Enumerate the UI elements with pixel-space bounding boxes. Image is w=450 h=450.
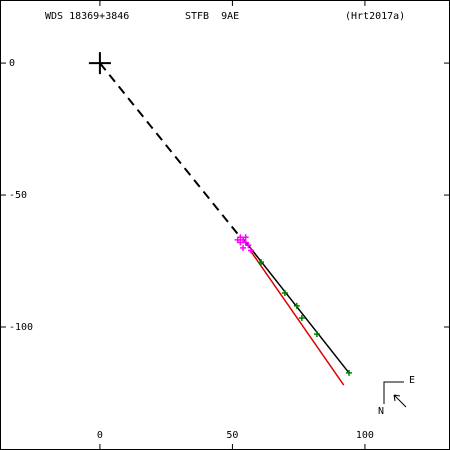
observation-point xyxy=(281,289,288,296)
observation-point xyxy=(298,315,305,322)
compass-north: N xyxy=(378,406,384,417)
y-tick-label: -100 xyxy=(9,322,33,333)
reference: (Hrt2017a) xyxy=(345,11,405,22)
x-tick-label: 0 xyxy=(97,430,103,441)
x-tick-label: 100 xyxy=(356,430,374,441)
y-tick-label: -50 xyxy=(9,190,27,201)
observation-point xyxy=(234,236,241,243)
y-tick-label: 0 xyxy=(9,58,15,69)
x-tick-label: 50 xyxy=(226,430,238,441)
orbit-line xyxy=(249,249,345,386)
observation-point xyxy=(346,369,353,376)
chart-subtitle: STFB 9AE xyxy=(185,11,239,22)
compass-east: E xyxy=(409,375,415,386)
observation-point xyxy=(293,302,300,309)
observation-point xyxy=(242,234,249,241)
observation-point xyxy=(247,247,254,254)
compass xyxy=(383,381,407,408)
observation-point xyxy=(245,242,252,249)
chart-title: WDS 18369+3846 xyxy=(45,11,129,22)
observation-point xyxy=(258,259,265,266)
dashed-line xyxy=(99,62,242,238)
observation-point xyxy=(240,244,247,251)
observation-point xyxy=(313,331,320,338)
